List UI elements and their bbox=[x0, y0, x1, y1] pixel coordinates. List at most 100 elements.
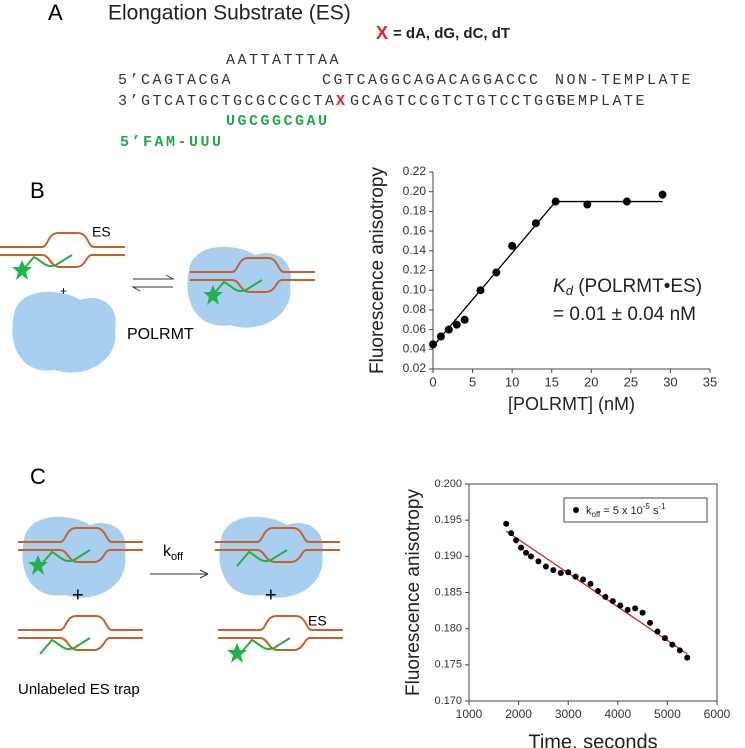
data-point bbox=[508, 530, 515, 537]
data-point bbox=[609, 598, 616, 605]
legend-entry: -5 bbox=[643, 502, 651, 511]
x-tick-label: 6000 bbox=[704, 707, 731, 721]
data-point bbox=[476, 286, 485, 295]
annotation: Kd (POLRMT•ES) bbox=[553, 276, 702, 298]
data-point bbox=[492, 268, 501, 277]
x-tick-label: 20 bbox=[584, 374, 598, 389]
label: Unlabeled ES trap bbox=[18, 681, 140, 698]
data-point bbox=[444, 325, 453, 334]
y-tick-label: 0.180 bbox=[434, 623, 462, 635]
x-tick-label: 25 bbox=[624, 374, 638, 389]
data-point bbox=[508, 241, 517, 250]
data-point bbox=[452, 320, 461, 329]
data-point bbox=[624, 606, 631, 613]
rna: UGCGGCGAU bbox=[226, 113, 330, 130]
y-tick-label: 0.02 bbox=[403, 361, 427, 375]
y-tick-label: 0.16 bbox=[403, 223, 427, 237]
legend-entry: k bbox=[586, 505, 592, 517]
x-tick-label: 0 bbox=[429, 374, 436, 389]
data-point bbox=[460, 315, 469, 324]
data-point bbox=[436, 332, 445, 341]
data-point bbox=[572, 573, 579, 580]
data-point bbox=[602, 593, 609, 600]
y-tick-label: 0.18 bbox=[403, 204, 427, 218]
legend-entry: s bbox=[650, 505, 659, 517]
label: + bbox=[60, 284, 67, 298]
label: + bbox=[72, 584, 84, 606]
sequence: GCAGTCCGTCTGTCCTGGG bbox=[350, 93, 569, 110]
data-point bbox=[617, 602, 624, 609]
x-tick-label: 5000 bbox=[654, 707, 681, 721]
legend-entry: off bbox=[592, 510, 602, 519]
es-complex bbox=[17, 615, 144, 655]
x-tick-label: 2000 bbox=[505, 707, 532, 721]
data-point bbox=[565, 569, 572, 576]
data-point bbox=[542, 563, 549, 570]
data-point bbox=[513, 537, 520, 544]
label: + bbox=[265, 584, 277, 606]
data-point bbox=[661, 635, 668, 642]
data-point bbox=[632, 605, 639, 612]
annotation: d bbox=[566, 283, 574, 298]
x-tick-label: 5 bbox=[469, 374, 476, 389]
data-point bbox=[594, 588, 601, 595]
strand-label: NON-TEMPLATE bbox=[555, 72, 693, 89]
label: ES bbox=[308, 613, 327, 629]
data-point bbox=[647, 619, 654, 626]
annotation: = 0.01 ± 0.04 nM bbox=[553, 304, 696, 325]
y-tick-label: 0.10 bbox=[403, 282, 427, 296]
x-tick-label: 1000 bbox=[456, 707, 483, 721]
rate-label: off bbox=[171, 551, 184, 563]
data-point bbox=[557, 569, 564, 576]
y-tick-label: 0.20 bbox=[403, 184, 427, 198]
data-point bbox=[528, 553, 534, 560]
x-meaning: = dA, dG, dC, dT bbox=[393, 25, 510, 42]
data-point bbox=[550, 567, 557, 574]
annotation: (POLRMT•ES) bbox=[573, 276, 702, 297]
x-tick-label: 10 bbox=[505, 374, 519, 389]
legend-entry: koff = 5 x 10-5 s-1 bbox=[586, 502, 666, 519]
y-tick-label: 0.190 bbox=[434, 550, 462, 562]
y-tick-label: 0.04 bbox=[403, 341, 427, 355]
y-tick-label: 0.200 bbox=[434, 478, 462, 490]
data-point bbox=[518, 544, 525, 551]
legend-box bbox=[563, 497, 708, 523]
data-point bbox=[429, 340, 437, 349]
legend-entry: = 5 x 10 bbox=[600, 505, 643, 517]
y-tick-label: 0.14 bbox=[403, 243, 427, 257]
x-tick-label: 3000 bbox=[555, 707, 582, 721]
polrmt-blob bbox=[12, 291, 116, 373]
title: Elongation Substrate (ES) bbox=[108, 2, 351, 25]
y-tick-label: 0.195 bbox=[434, 514, 462, 526]
panel-label: C bbox=[30, 464, 46, 489]
y-axis-label: Fluorescence anisotropy bbox=[403, 489, 424, 696]
data-point bbox=[583, 200, 592, 209]
y-tick-label: 0.08 bbox=[403, 302, 427, 316]
legend-marker bbox=[573, 507, 579, 513]
x-axis-label: Time, seconds bbox=[528, 731, 657, 748]
x-tick-label: 15 bbox=[544, 374, 558, 389]
legend-entry: -1 bbox=[658, 502, 666, 511]
data-point bbox=[580, 576, 587, 583]
sequence: AATTATTTAA bbox=[226, 52, 341, 69]
x-tick-label: 30 bbox=[663, 374, 677, 389]
data-point bbox=[535, 558, 542, 565]
x-axis-label: [POLRMT] (nM) bbox=[508, 394, 635, 414]
label: POLRMT bbox=[127, 326, 194, 343]
sequence: 3’GTCATGCTGCGCCGCTA bbox=[118, 93, 337, 110]
data-point bbox=[531, 219, 540, 228]
strand-label: TEMPLATE bbox=[555, 93, 647, 110]
data-point bbox=[684, 654, 691, 661]
x-mark: X bbox=[376, 23, 388, 43]
data-point bbox=[622, 197, 631, 206]
y-tick-label: 0.06 bbox=[403, 322, 427, 336]
arrow bbox=[150, 569, 209, 579]
x-tick-label: 35 bbox=[703, 374, 717, 389]
data-point bbox=[587, 580, 594, 587]
data-point bbox=[654, 628, 661, 635]
sequence: 5’CAGTACGA bbox=[118, 72, 233, 89]
y-tick-label: 0.12 bbox=[403, 263, 427, 277]
data-point bbox=[551, 197, 560, 206]
data-point bbox=[523, 549, 530, 556]
